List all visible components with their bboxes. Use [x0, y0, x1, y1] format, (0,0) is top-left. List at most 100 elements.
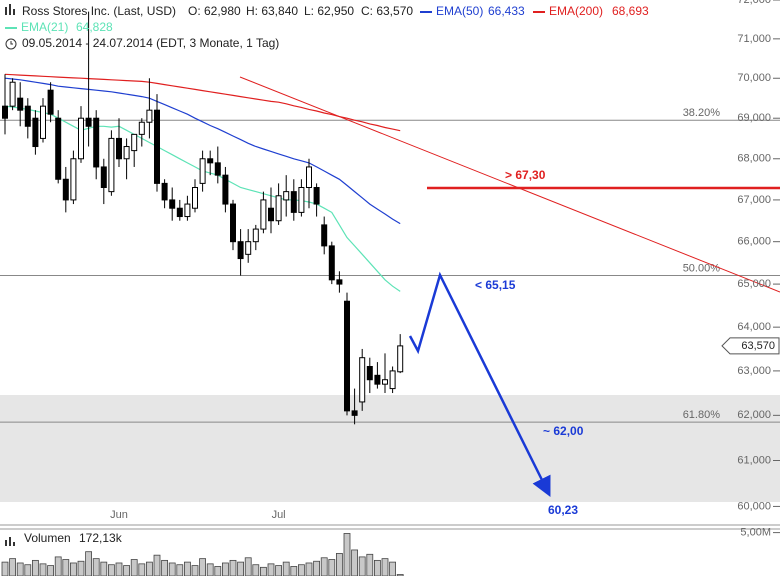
y-tick-label: 70,000	[737, 72, 771, 84]
candle-body	[283, 191, 290, 201]
volume-bar	[183, 561, 191, 576]
candle-body	[17, 97, 24, 111]
candle-body	[298, 187, 305, 213]
volume-pane: 5,00M Volumen 172,13k	[1, 527, 780, 576]
candle-body	[85, 117, 92, 127]
candle-body	[268, 207, 274, 222]
y-tick-label: 61,000	[737, 454, 771, 466]
candle-body	[321, 224, 328, 247]
volume-bar	[366, 553, 374, 576]
volume-bar	[1, 561, 9, 576]
candle-body	[397, 345, 404, 373]
candle-body	[237, 241, 244, 260]
volume-bar	[145, 561, 153, 576]
candle-body	[192, 187, 198, 209]
candle-body	[214, 162, 221, 176]
annotation: ~ 62,00	[543, 424, 584, 438]
fib-label: 61.80%	[683, 409, 721, 421]
y-tick-label: 62,000	[737, 409, 771, 421]
volume-bar	[115, 562, 123, 576]
legend-label: EMA(50)	[436, 4, 483, 18]
legend: EMA(50) 66,433 EMA(200) 68,693 EMA(21) 64,828	[5, 4, 649, 34]
volume-bar	[214, 566, 222, 576]
volume-bar	[335, 553, 343, 576]
candle-body	[230, 203, 236, 243]
candle-body	[374, 374, 381, 385]
volume-bar	[199, 558, 207, 576]
legend-value: 64,828	[76, 20, 113, 34]
volume-bar	[100, 561, 108, 576]
ema-line	[4, 77, 401, 225]
last-price-tag	[721, 337, 780, 355]
legend-label: EMA(200)	[549, 4, 603, 18]
ohlc: O: 62,980	[188, 4, 241, 18]
legend-value: 68,693	[612, 4, 649, 18]
x-tick-label: Jun	[110, 509, 128, 521]
volume-bar	[77, 560, 85, 576]
volume-bar	[290, 566, 298, 576]
candle-body	[2, 105, 8, 119]
y-tick-label: 68,000	[737, 153, 771, 165]
volume-bar	[267, 563, 275, 576]
volume-bar	[351, 549, 359, 576]
volume-bar	[389, 561, 397, 576]
icon	[10, 41, 13, 45]
candle-body	[93, 117, 100, 168]
volume-bar	[221, 562, 229, 576]
candle-body	[40, 105, 46, 139]
ohlc: C: 63,570	[361, 4, 413, 18]
volume-bar	[275, 565, 283, 576]
ohlc: H: 63,840	[246, 4, 298, 18]
volume-bar	[252, 564, 260, 576]
legend-value: 66,433	[488, 4, 525, 18]
ema-line	[4, 73, 401, 132]
icon	[9, 537, 11, 546]
volume-bar	[85, 551, 92, 576]
candle-body	[24, 105, 31, 127]
volume-bar	[305, 562, 313, 576]
candle-body	[108, 137, 115, 193]
y-tick-label: 66,000	[737, 236, 771, 248]
icon	[13, 542, 15, 546]
volume-bar	[32, 559, 39, 576]
y-tick-label: 65,000	[737, 278, 771, 290]
candle-body	[161, 182, 168, 201]
candle-body	[62, 178, 69, 201]
candle-body	[199, 158, 206, 184]
volume-bar	[108, 564, 115, 576]
candle-body	[290, 191, 297, 213]
volume-bar	[381, 558, 389, 576]
ohlc: L: 62,950	[304, 4, 354, 18]
x-tick-label: Jul	[272, 509, 286, 521]
candle-body	[32, 117, 39, 148]
candle-body	[207, 158, 214, 164]
volume-bar	[244, 557, 252, 576]
volume-bar	[47, 565, 54, 576]
volume-bar	[328, 559, 336, 576]
volume-bar	[320, 557, 328, 576]
candle-body	[55, 117, 62, 180]
forecast-arrow	[408, 271, 551, 497]
candle-body	[138, 121, 145, 135]
y-tick-label: 69,000	[737, 112, 771, 124]
volume-bar	[130, 559, 138, 576]
volume-bar	[161, 559, 169, 576]
candle-body	[260, 199, 267, 230]
volume-bar	[138, 563, 146, 576]
icon	[13, 9, 15, 15]
candle-body	[306, 166, 312, 189]
y-tick-label: 67,000	[737, 194, 771, 206]
legend-label: EMA(21)	[21, 20, 68, 34]
volume-bar	[24, 564, 32, 576]
plot-area: 38.20% 50.00% 61.80%	[0, 11, 780, 425]
fib-label: 38.20%	[683, 107, 721, 119]
volume-bar	[259, 566, 267, 576]
volume-bar	[9, 558, 17, 576]
volume-bar	[92, 558, 100, 576]
y-tick-label: 71,000	[737, 33, 771, 45]
period: 09.05.2014 - 24.07.2014 (EDT, 3 Monate, …	[22, 36, 279, 50]
volume-bar	[358, 556, 366, 576]
candle-body	[344, 300, 350, 412]
candle-body	[154, 109, 160, 184]
